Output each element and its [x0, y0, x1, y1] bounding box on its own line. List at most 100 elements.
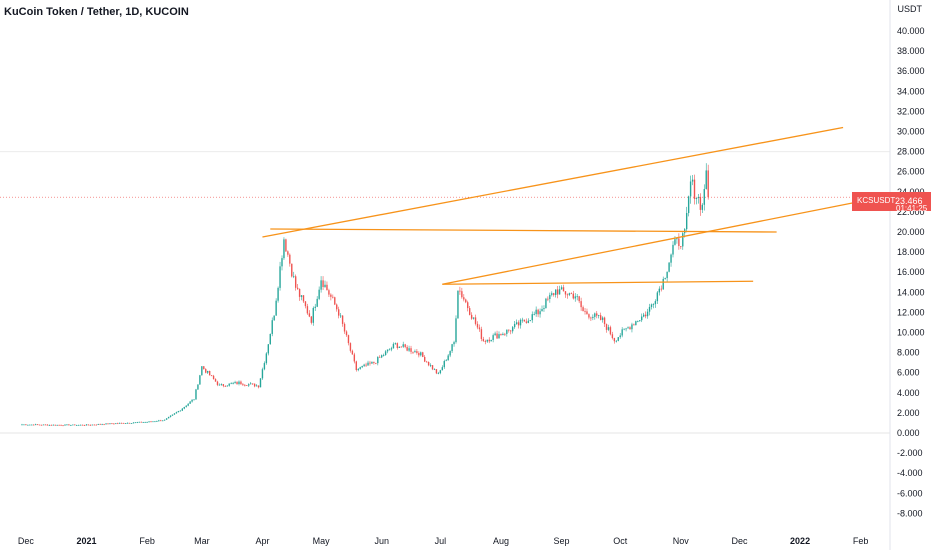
candle-body	[81, 424, 84, 426]
candle-body	[257, 385, 260, 388]
x-tick-label: Jul	[435, 536, 447, 546]
candle-body	[232, 383, 234, 384]
candle-body	[314, 306, 316, 308]
trendline[interactable]	[442, 280, 754, 285]
candle-body	[345, 331, 348, 336]
candle-body	[437, 373, 440, 374]
candle-body	[500, 334, 502, 336]
candle-body	[111, 423, 113, 425]
candle-body	[156, 421, 158, 422]
candle-body	[97, 424, 99, 425]
candle-body	[222, 384, 225, 386]
candle-body	[324, 284, 326, 287]
candle-body	[662, 278, 664, 290]
candle-body	[267, 344, 270, 354]
candle-body	[406, 346, 408, 351]
candle-body	[365, 364, 367, 366]
x-tick-label: Dec	[18, 536, 35, 546]
candle-body	[296, 287, 299, 289]
candle-body	[390, 348, 393, 350]
y-tick-label: 34.000	[897, 86, 925, 96]
trendline[interactable]	[262, 126, 844, 238]
candle-body	[676, 238, 678, 240]
candle-body	[224, 385, 227, 387]
candle-body	[334, 297, 336, 305]
price-tag-countdown: 01:41:25	[896, 204, 928, 213]
candle-body	[668, 262, 670, 272]
candle-body	[416, 351, 418, 353]
candle-body	[226, 385, 228, 387]
candle-body	[38, 424, 41, 426]
candle-body	[60, 424, 62, 426]
candle-body	[463, 297, 465, 300]
currency-unit: USDT	[897, 4, 923, 14]
candle-body	[193, 399, 195, 401]
y-tick-label: 18.000	[897, 247, 925, 257]
candle-body	[472, 317, 475, 319]
candle-body	[214, 379, 217, 382]
candle-body	[191, 399, 193, 402]
candle-body	[76, 425, 78, 426]
candle-body	[56, 424, 58, 426]
candle-body	[699, 196, 702, 210]
candle-body	[269, 333, 271, 345]
y-tick-label: 6.000	[897, 368, 920, 378]
y-tick-label: 10.000	[897, 328, 925, 338]
candle-body	[533, 314, 535, 315]
candle-body	[470, 314, 473, 319]
candle-body	[547, 298, 549, 300]
candle-body	[465, 299, 467, 303]
candle-body	[167, 416, 170, 419]
candle-body	[205, 369, 207, 373]
candle-body	[134, 422, 137, 424]
y-tick-label: 2.000	[897, 408, 920, 418]
candle-body	[154, 421, 156, 423]
candle-body	[617, 337, 619, 341]
candle-body	[302, 295, 305, 302]
candle-body	[113, 423, 115, 425]
candle-body	[42, 424, 45, 426]
candle-body	[521, 319, 524, 321]
candle-body	[347, 335, 350, 344]
candle-body	[396, 343, 399, 348]
candle-body	[220, 384, 223, 385]
candle-body	[635, 321, 637, 326]
candle-body	[21, 424, 23, 426]
candle-body	[504, 333, 506, 335]
candle-body	[62, 425, 64, 427]
candle-body	[373, 361, 375, 363]
candle-body	[605, 324, 608, 330]
candle-body	[87, 424, 90, 426]
candle-body	[119, 422, 121, 424]
candle-body	[58, 424, 60, 426]
candle-body	[79, 424, 82, 426]
candle-body	[474, 317, 477, 324]
candle-body	[658, 288, 661, 293]
candles	[21, 163, 709, 427]
candle-body	[263, 363, 266, 370]
candle-body	[66, 424, 68, 426]
candle-body	[670, 254, 672, 263]
candle-body	[218, 384, 221, 386]
candle-body	[510, 330, 512, 332]
candle-body	[607, 327, 610, 330]
trendline[interactable]	[442, 197, 879, 285]
trendline[interactable]	[270, 228, 777, 233]
candle-body	[85, 424, 88, 426]
candle-body	[508, 329, 510, 331]
candle-body	[291, 263, 293, 277]
candle-body	[187, 403, 189, 406]
candle-body	[580, 301, 582, 308]
x-tick-label: Aug	[493, 536, 509, 546]
y-tick-label: 8.000	[897, 348, 920, 358]
candle-body	[631, 324, 633, 330]
candle-body	[601, 317, 604, 320]
y-tick-label: 38.000	[897, 46, 925, 56]
candle-body	[328, 290, 330, 295]
candle-body	[355, 361, 357, 371]
candle-body	[664, 278, 666, 279]
candle-body	[275, 300, 277, 316]
candle-body	[377, 356, 379, 364]
